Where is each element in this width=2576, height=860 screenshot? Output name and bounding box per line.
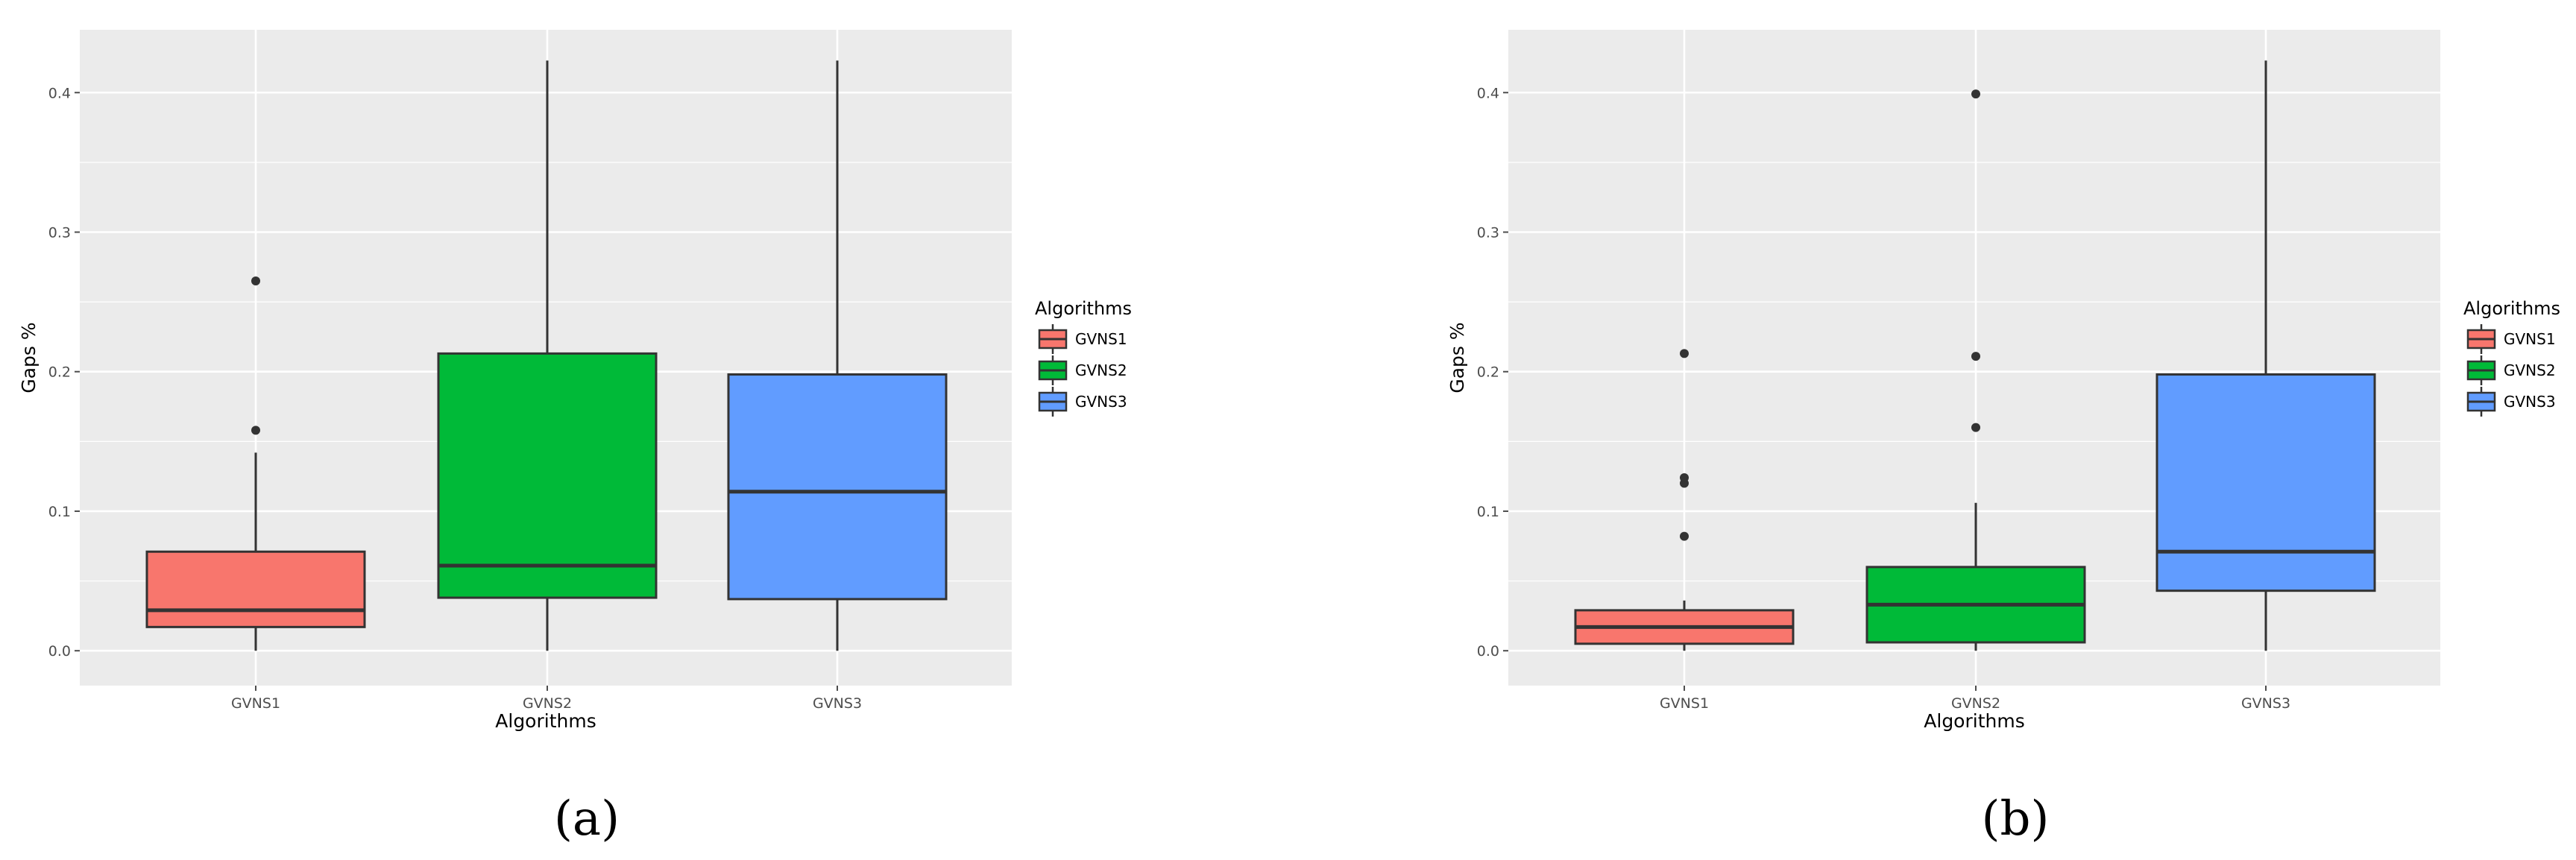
y-tick-label: 0.2 bbox=[1477, 364, 1499, 381]
x-tick-label: GVNS1 bbox=[1660, 695, 1709, 712]
y-axis-title: Gaps % bbox=[1446, 322, 1468, 393]
box-body bbox=[145, 550, 366, 628]
x-tick-label: GVNS2 bbox=[523, 695, 572, 712]
y-tick-label: 0.1 bbox=[48, 504, 71, 520]
legend-label: GVNS1 bbox=[1075, 330, 1127, 348]
x-tick-label: GVNS3 bbox=[813, 695, 862, 712]
y-axis-title: Gaps % bbox=[18, 322, 40, 393]
legend-label: GVNS2 bbox=[1075, 361, 1127, 379]
outlier-point bbox=[1680, 531, 1689, 541]
x-tick-label: GVNS2 bbox=[1951, 695, 2000, 712]
y-tick-label: 0.0 bbox=[1477, 643, 1499, 660]
box-gvns3 bbox=[2155, 60, 2376, 651]
outlier-point bbox=[251, 426, 260, 435]
x-tick-label: GVNS3 bbox=[2241, 695, 2290, 712]
x-tick-label: GVNS1 bbox=[231, 695, 280, 712]
y-tick-label: 0.0 bbox=[48, 643, 71, 660]
y-tick-label: 0.4 bbox=[48, 85, 71, 101]
outlier-point bbox=[251, 276, 260, 286]
legend-title: Algorithms bbox=[1035, 298, 1132, 319]
panel-caption: (a) bbox=[554, 791, 620, 847]
box-body bbox=[2155, 373, 2376, 592]
legend-label: GVNS1 bbox=[2504, 330, 2556, 348]
outlier-point bbox=[1971, 352, 1980, 361]
outlier-point bbox=[1680, 473, 1689, 483]
box-gvns1 bbox=[145, 276, 366, 651]
x-axis-title: Algorithms bbox=[1924, 710, 2024, 732]
legend-title: Algorithms bbox=[2463, 298, 2560, 319]
legend-key-gvns2 bbox=[1038, 355, 1068, 385]
legend-key-gvns3 bbox=[2466, 387, 2496, 417]
legend-label: GVNS3 bbox=[1075, 393, 1127, 411]
outlier-point bbox=[1971, 423, 1980, 432]
y-tick-label: 0.1 bbox=[1477, 504, 1499, 520]
legend-label: GVNS2 bbox=[2504, 361, 2556, 379]
box-gvns2 bbox=[437, 60, 658, 651]
outlier-point bbox=[1680, 349, 1689, 358]
box-gvns3 bbox=[727, 60, 948, 651]
legend-key-gvns2 bbox=[2466, 355, 2496, 385]
box-gvns1 bbox=[1574, 349, 1795, 651]
legend-label: GVNS3 bbox=[2504, 393, 2556, 411]
box-body bbox=[727, 373, 948, 601]
panel-caption: (b) bbox=[1982, 791, 2050, 847]
legend: Algorithms GVNS1 GVNS2 GVNS3 bbox=[2463, 298, 2560, 417]
legend-key-gvns3 bbox=[1038, 387, 1068, 417]
legend-key-gvns1 bbox=[1038, 324, 1068, 354]
y-tick-label: 0.4 bbox=[1477, 85, 1499, 101]
y-tick-label: 0.3 bbox=[48, 224, 71, 241]
box-gvns2 bbox=[1865, 89, 2086, 651]
legend: Algorithms GVNS1 GVNS2 GVNS3 bbox=[1035, 298, 1132, 417]
x-axis-title: Algorithms bbox=[495, 710, 596, 732]
box-body bbox=[437, 352, 658, 599]
y-tick-label: 0.2 bbox=[48, 364, 71, 381]
legend-key-gvns1 bbox=[2466, 324, 2496, 354]
outlier-point bbox=[1971, 89, 1980, 99]
y-tick-label: 0.3 bbox=[1477, 224, 1499, 241]
